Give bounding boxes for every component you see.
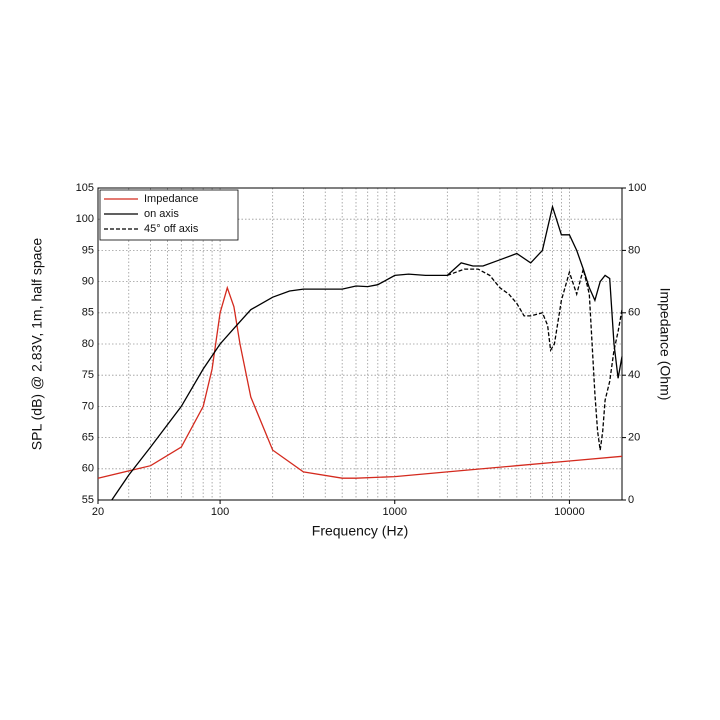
series-line: [447, 268, 623, 451]
y-tick-label: 55: [82, 494, 94, 506]
y-tick-label: 85: [82, 307, 94, 319]
y2-tick-label: 0: [628, 494, 634, 506]
series-line: [97, 285, 623, 479]
y-tick-label: 75: [82, 369, 94, 381]
x-axis-label: Frequency (Hz): [312, 523, 408, 539]
y2-axis-label: Impedance (Ohm): [657, 288, 673, 401]
x-tick-label: 10000: [554, 506, 585, 518]
y-tick-label: 105: [76, 182, 94, 194]
y2-tick-label: 80: [628, 244, 640, 256]
y-tick-label: 100: [76, 213, 94, 225]
y2-tick-label: 40: [628, 369, 640, 381]
legend-label: 45° off axis: [144, 223, 199, 235]
series-line: [111, 204, 623, 501]
x-tick-label: 20: [92, 506, 104, 518]
plot-frame: [97, 187, 623, 501]
legend-box: [99, 189, 239, 241]
y-tick-label: 80: [82, 338, 94, 350]
y-tick-label: 60: [82, 463, 94, 475]
y-tick-label: 70: [82, 400, 94, 412]
y2-tick-label: 100: [628, 182, 646, 194]
y2-tick-label: 60: [628, 307, 640, 319]
legend-label: on axis: [144, 208, 179, 220]
x-tick-label: 100: [211, 506, 229, 518]
y-tick-label: 95: [82, 244, 94, 256]
y2-tick-label: 20: [628, 432, 640, 444]
y-tick-label: 65: [82, 432, 94, 444]
x-tick-label: 1000: [383, 506, 407, 518]
y-axis-label: SPL (dB) @ 2.83V, 1m, half space: [29, 238, 45, 451]
y-tick-label: 90: [82, 276, 94, 288]
legend-label: Impedance: [144, 193, 198, 205]
